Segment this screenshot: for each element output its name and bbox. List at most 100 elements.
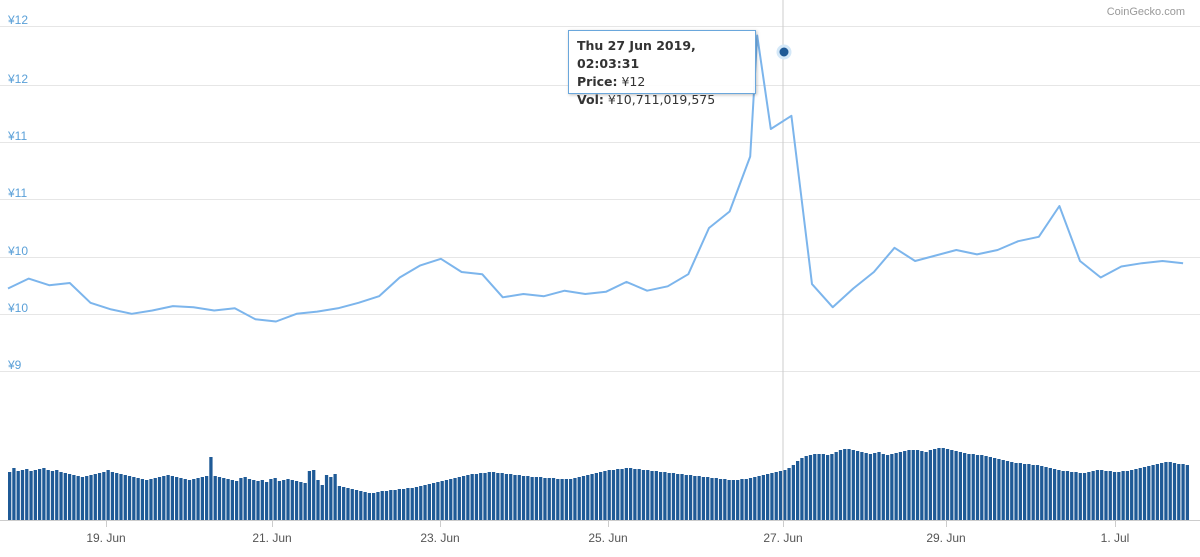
volume-bar [509, 474, 513, 520]
volume-bar [843, 449, 847, 520]
volume-bar [72, 475, 76, 520]
volume-bar [12, 468, 16, 520]
volume-bar [860, 452, 864, 520]
y-tick-label: ¥11 [7, 186, 27, 200]
volume-bar [513, 475, 517, 520]
grid-lines [0, 26, 1200, 372]
volume-bar [864, 453, 868, 520]
volume-bar [200, 477, 204, 520]
volume-bar [457, 477, 461, 520]
volume-bar [93, 474, 97, 520]
volume-bar [787, 468, 791, 520]
volume-bar [1018, 463, 1022, 520]
volume-bar [29, 471, 33, 520]
volume-bar [718, 479, 723, 520]
volume-bar [354, 490, 359, 520]
volume-bar [556, 479, 560, 520]
volume-bar [307, 471, 312, 520]
volume-bar [46, 470, 50, 520]
volume-bar [1177, 464, 1181, 520]
volume-bar [393, 490, 397, 520]
volume-bar [42, 468, 46, 520]
volume-bar [1155, 464, 1160, 520]
volume-bar [179, 478, 183, 520]
volume-bar [175, 477, 179, 520]
volume-bar [603, 471, 607, 520]
volume-bar [808, 455, 813, 520]
volume-bar [247, 479, 252, 520]
volume-bar [243, 477, 247, 520]
volume-bar [127, 476, 132, 520]
volume-bar [1125, 471, 1130, 520]
volume-bar [646, 470, 650, 520]
volume-bar [928, 450, 933, 520]
volume-bar [680, 474, 684, 520]
volume-bar [466, 475, 470, 520]
volume-bar [359, 491, 363, 520]
volume-bar [988, 457, 992, 520]
volume-bar [1104, 471, 1108, 520]
volume-bar [945, 449, 950, 520]
volume-bar [470, 474, 474, 520]
volume-bar [316, 480, 320, 520]
volume-bar [217, 477, 222, 520]
volume-bar [264, 482, 269, 520]
volume-bar [543, 478, 547, 520]
volume-bar [1014, 463, 1018, 520]
volume-bar [440, 481, 444, 520]
volume-bar [187, 480, 192, 520]
tooltip-price-value: ¥12 [621, 74, 646, 89]
volume-bar [941, 448, 945, 520]
volume-bar [16, 471, 20, 520]
volume-bar [770, 473, 774, 520]
volume-bar [149, 479, 153, 520]
volume-bar [312, 470, 316, 520]
volume-bar [1091, 471, 1095, 520]
volume-bar [145, 480, 149, 520]
volume-bar [885, 455, 890, 520]
volume-bar [736, 480, 740, 520]
chart-tooltip: Thu 27 Jun 2019, 02:03:31 Price: ¥12 Vol… [568, 30, 756, 107]
volume-bar [804, 456, 808, 520]
volume-bar [453, 478, 457, 520]
volume-bar [286, 479, 290, 520]
volume-bar [594, 473, 598, 520]
volume-bar [474, 474, 479, 520]
volume-bar [63, 473, 67, 520]
volume-bar [778, 471, 783, 520]
volume-bar [431, 483, 436, 520]
volume-bar [461, 476, 466, 520]
volume-bar [239, 478, 243, 520]
volume-bar [273, 478, 277, 520]
volume-bar [766, 474, 770, 520]
hover-point-marker[interactable] [776, 44, 792, 60]
volume-bar [1027, 464, 1031, 520]
volume-bar [89, 475, 93, 520]
credit-text[interactable]: CoinGecko.com [1107, 6, 1185, 18]
volume-bar [346, 488, 350, 520]
volume-bar [1074, 472, 1078, 520]
volume-bar [213, 476, 217, 520]
x-tick-label: 25. Jun [588, 531, 627, 545]
volume-bar [333, 474, 337, 520]
volume-bar [324, 475, 329, 520]
price-series-line [7, 34, 1184, 323]
volume-bar [740, 479, 744, 520]
volume-bar [521, 476, 526, 520]
tooltip-date: Thu 27 Jun 2019, 02:03:31 [577, 38, 696, 71]
volume-bar [791, 465, 795, 520]
x-axis-tick-labels: 19. Jun 21. Jun 23. Jun 25. Jun 27. Jun 29. J… [86, 520, 1129, 545]
volume-bar [402, 489, 406, 520]
volume-bar [547, 478, 551, 520]
volume-bar [1022, 464, 1027, 520]
volume-bar [637, 469, 641, 520]
volume-bar [671, 473, 676, 520]
volume-bar [384, 491, 389, 520]
volume-bar [410, 488, 414, 520]
volume-bar [1070, 472, 1074, 520]
volume-bar [980, 455, 984, 520]
volume-bar [1172, 463, 1177, 520]
volume-bar [85, 476, 89, 520]
x-tick-label: 19. Jun [86, 531, 125, 545]
volume-bar [1082, 473, 1087, 520]
